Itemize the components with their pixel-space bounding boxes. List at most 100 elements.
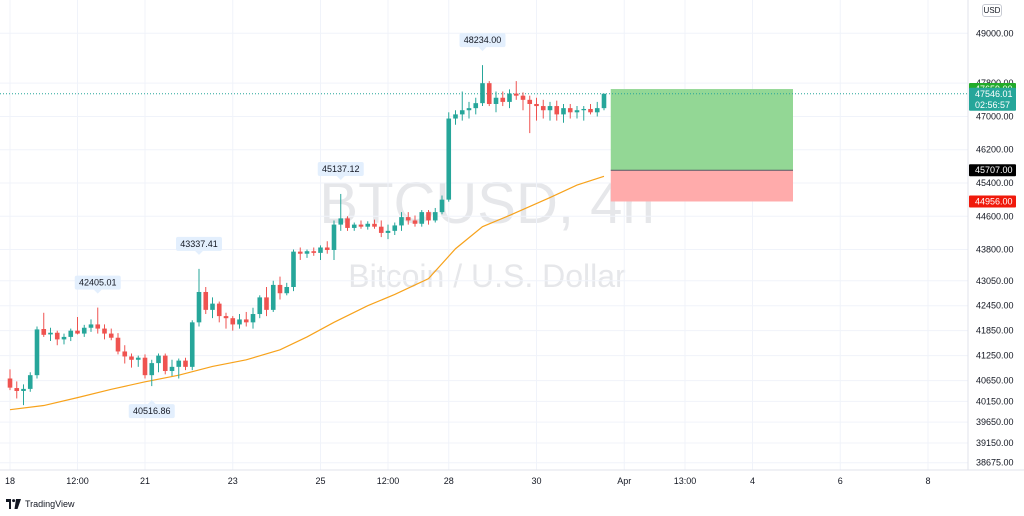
candle [486, 81, 492, 107]
candle [419, 210, 425, 227]
candle [27, 372, 33, 392]
brand-name: TradingView [25, 499, 75, 509]
candle [115, 333, 121, 355]
candle [196, 268, 202, 327]
candle-body [507, 93, 512, 102]
candle-body [176, 360, 182, 367]
candle-body [277, 284, 283, 294]
brand[interactable]: TradingView [6, 497, 75, 511]
candle-body [115, 337, 121, 352]
price-callout: 48234.00 [459, 33, 506, 52]
time-tick-label: 25 [315, 476, 325, 486]
candle [237, 314, 242, 329]
callout-pointer [195, 250, 203, 255]
candle [189, 320, 195, 371]
time-tick-label: 6 [838, 476, 843, 486]
callout-box [317, 161, 364, 176]
candle [142, 354, 148, 379]
candle-body [601, 93, 607, 109]
candle [318, 245, 323, 260]
candle-body [466, 108, 472, 111]
candles [7, 65, 607, 406]
candle [34, 326, 40, 379]
candle-body [203, 291, 209, 310]
candle-body [493, 97, 499, 104]
candle [540, 99, 546, 119]
time-tick-label: 12:00 [66, 476, 89, 486]
candle [203, 286, 209, 315]
candle-body [54, 332, 60, 340]
candle [412, 215, 418, 227]
candle-body [594, 108, 600, 113]
candle [122, 345, 128, 364]
candle [581, 106, 587, 121]
candle [169, 359, 175, 376]
candle-body [561, 108, 566, 115]
candle-body [385, 230, 391, 233]
candle [480, 65, 485, 107]
time-axis[interactable]: 18 12:00 21 23 25 12:00 28 30 Apr 13:00 4 6 8 [5, 476, 931, 486]
price-callout: 43337.41 [176, 236, 222, 255]
candle-body [14, 388, 20, 391]
candle [399, 212, 404, 231]
candle [183, 357, 188, 371]
time-tick-label: 13:00 [674, 476, 697, 486]
candle-body [284, 286, 290, 294]
candle [176, 358, 182, 379]
candle-body [432, 212, 438, 221]
candle-body [264, 297, 269, 310]
price-tag-label: 44956.00 [975, 196, 1013, 206]
candle [129, 353, 134, 368]
candle-body [156, 355, 161, 364]
candle-body [405, 217, 411, 221]
time-tick-label: 12:00 [377, 476, 400, 486]
candle-body [547, 106, 553, 111]
candle [324, 241, 330, 254]
candle [493, 91, 499, 113]
candle-body [365, 223, 371, 227]
price-tick-label: 44600.00 [976, 211, 1014, 221]
candle-body [554, 106, 560, 115]
candle-body [230, 318, 236, 325]
candle-body [297, 251, 303, 254]
candle [230, 316, 236, 331]
candle-body [88, 324, 94, 328]
candle [588, 103, 593, 115]
candle [338, 193, 344, 231]
candle-body [68, 330, 74, 337]
axes [0, 0, 1024, 471]
candle-body [378, 226, 384, 233]
candle-body [169, 366, 175, 372]
time-tick-label: 28 [444, 476, 454, 486]
price-tick-label: 43050.00 [976, 276, 1014, 286]
candle [358, 220, 364, 229]
candle [257, 295, 263, 319]
candle [567, 103, 573, 119]
candle [385, 224, 391, 240]
tradingview-logo-icon [6, 499, 21, 509]
long-position-tool[interactable] [0, 89, 968, 202]
price-tag-box [969, 195, 1016, 208]
candle-body [331, 224, 337, 250]
candle [304, 249, 310, 258]
candle [75, 316, 80, 335]
time-tick-label: 4 [750, 476, 755, 486]
callout-label: 45137.12 [322, 164, 360, 174]
loss-zone [610, 170, 793, 202]
candle [527, 95, 533, 134]
price-tag-entry: 45707.00 [969, 164, 1016, 177]
candle [54, 330, 60, 346]
currency-badge[interactable]: USD [982, 4, 1002, 17]
callout-pointer [478, 47, 487, 52]
symbol-watermark: BTCUSD, 4h Bitcoin / U.S. Dollar [319, 171, 654, 294]
time-tick-label: 8 [925, 476, 930, 486]
candle [210, 297, 215, 319]
candle [223, 312, 229, 329]
candle-body [318, 247, 323, 253]
candle-body [291, 251, 296, 287]
candle [554, 100, 560, 121]
candle-body [270, 284, 276, 310]
candle-body [419, 212, 425, 224]
